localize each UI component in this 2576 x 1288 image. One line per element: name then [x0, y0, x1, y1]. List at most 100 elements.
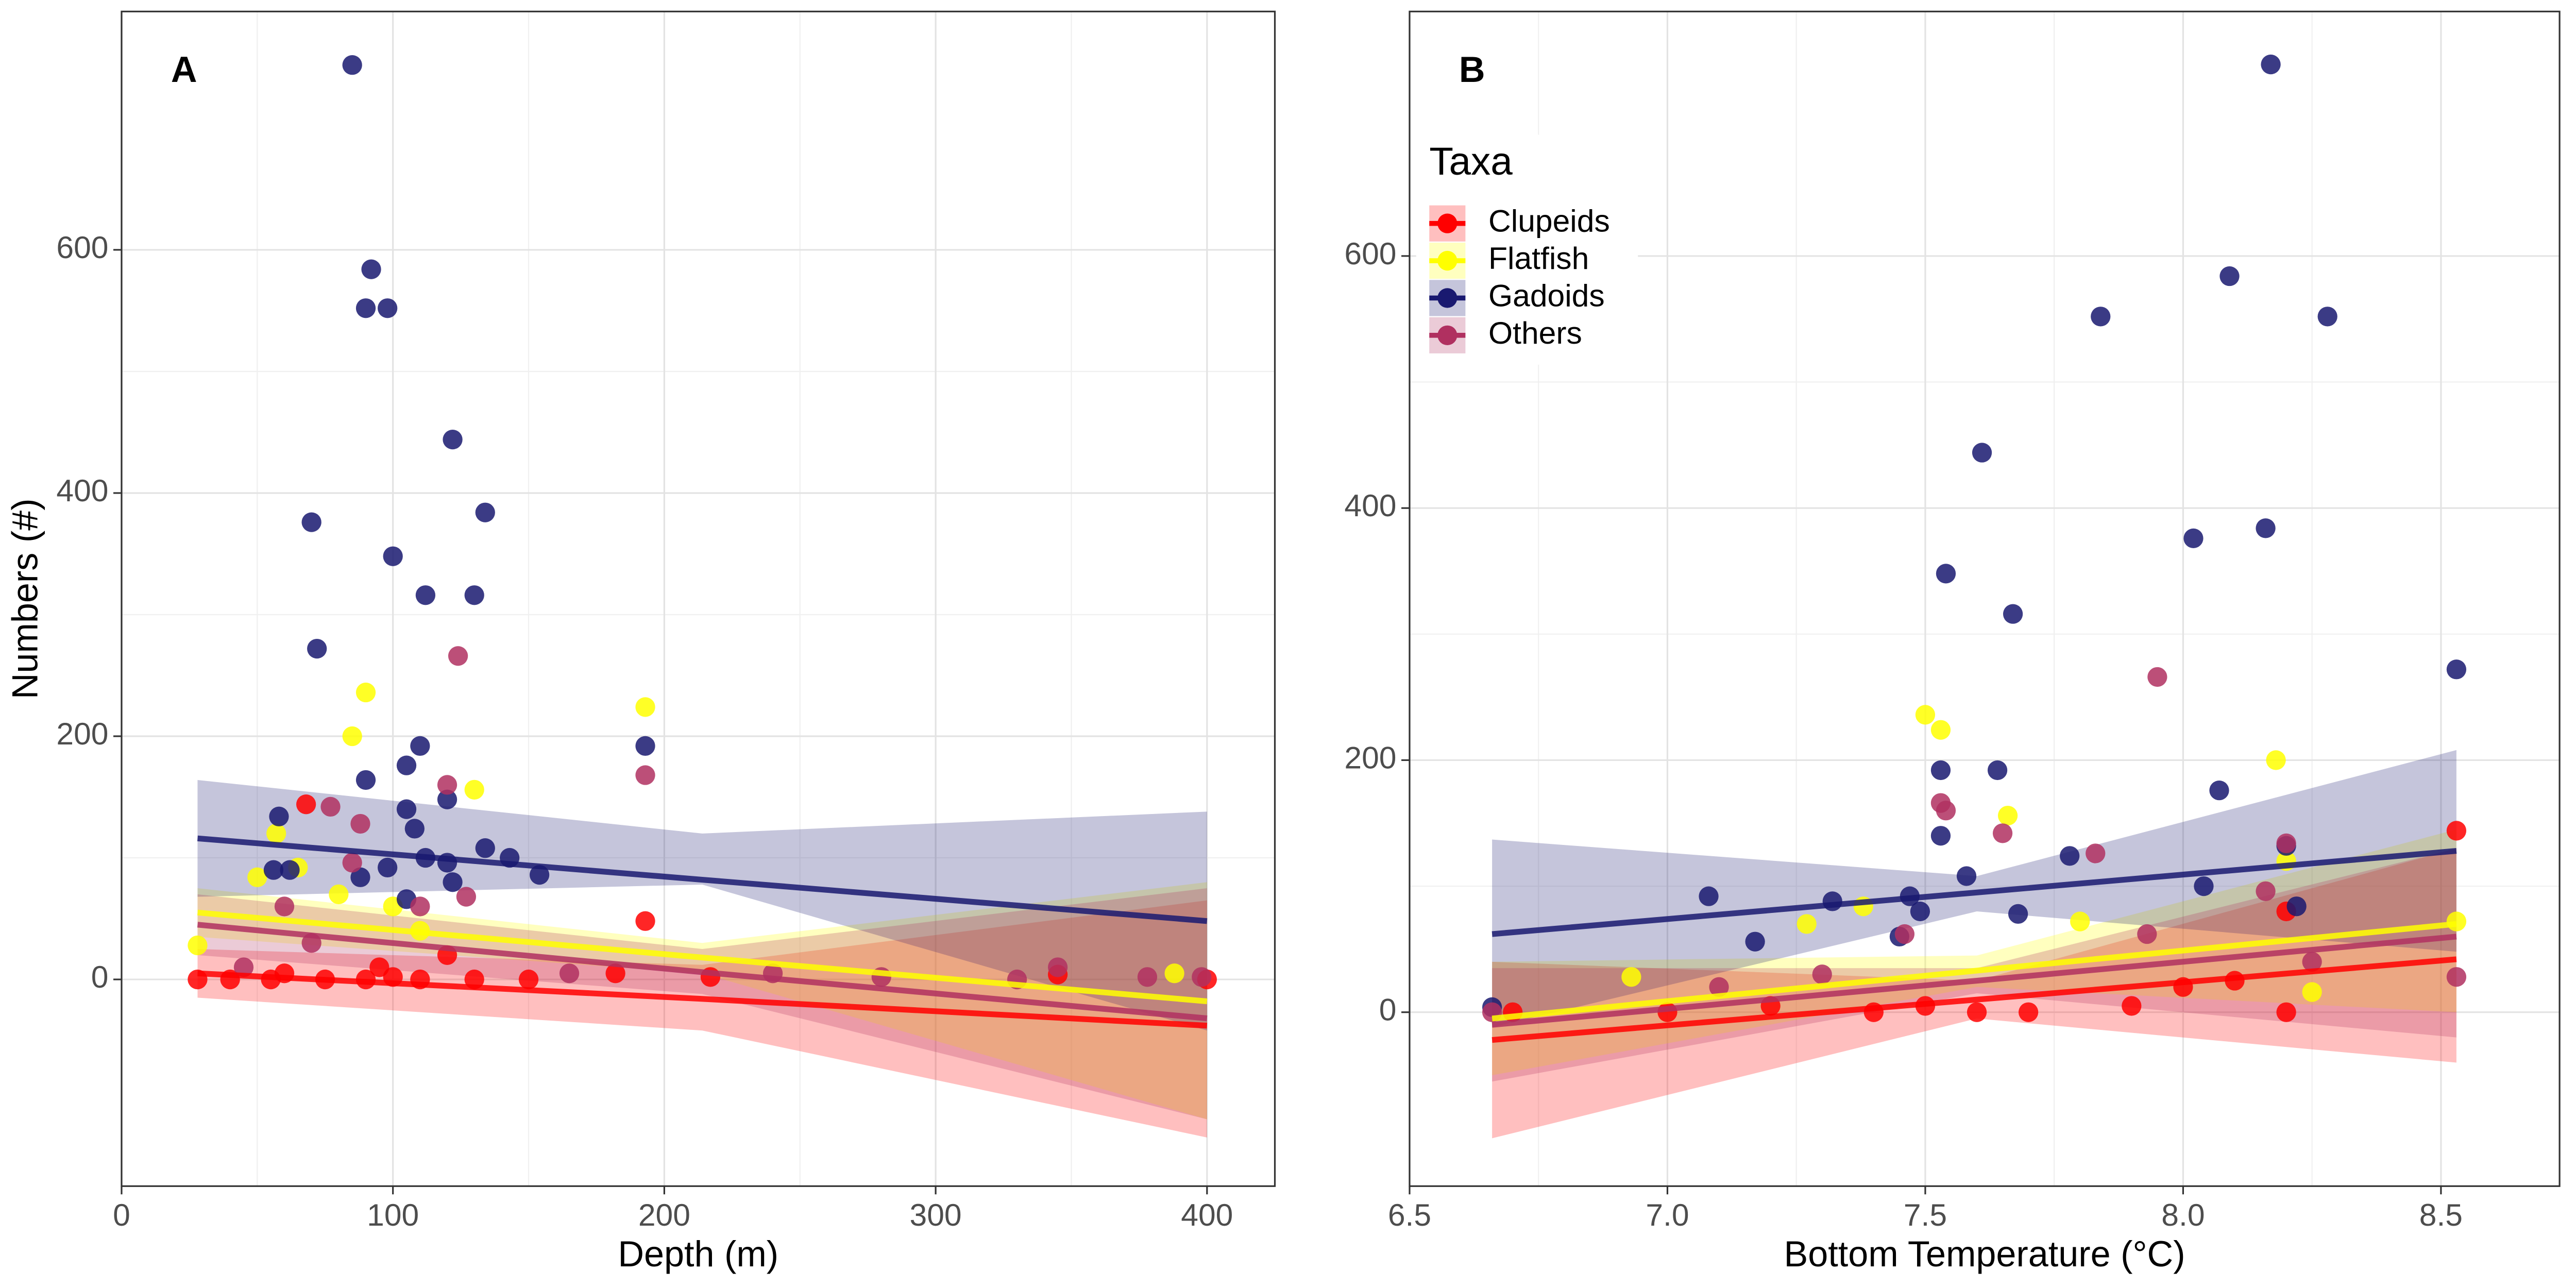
data-point — [2446, 967, 2467, 987]
data-point — [635, 697, 655, 717]
data-point — [320, 796, 341, 817]
data-point — [1699, 886, 1719, 906]
data-point — [342, 726, 362, 747]
data-point — [443, 429, 463, 450]
data-point — [1936, 564, 1956, 584]
data-point — [342, 853, 362, 873]
fit-line — [197, 970, 1208, 1029]
y-tick-label: 600 — [1344, 236, 1396, 271]
y-tick-label: 400 — [1344, 488, 1396, 523]
data-point — [247, 867, 267, 887]
data-point — [518, 969, 539, 990]
data-point — [2183, 528, 2204, 549]
data-point — [1192, 967, 1212, 987]
data-point — [2086, 843, 2106, 863]
fit-line — [1492, 848, 2457, 937]
data-point — [1930, 760, 1951, 781]
confidence-band — [1492, 750, 2456, 1028]
data-point — [378, 298, 398, 318]
legend-label: Clupeids — [1488, 204, 1610, 239]
data-point — [2091, 307, 2111, 327]
fit-line — [1492, 956, 2457, 1043]
legend-label: Others — [1488, 315, 1582, 350]
legend-key-point — [1437, 250, 1458, 271]
data-point — [410, 896, 430, 917]
legend-title: Taxa — [1429, 140, 1513, 183]
data-point — [2446, 659, 2467, 680]
data-point — [437, 789, 457, 809]
data-point — [1936, 801, 1956, 821]
data-point — [2060, 846, 2080, 866]
data-point — [1797, 914, 1817, 934]
confidence-band — [197, 882, 1207, 1120]
data-point — [396, 799, 417, 819]
data-point — [350, 814, 370, 834]
data-point — [2302, 982, 2322, 1002]
data-point — [1967, 1002, 1987, 1022]
data-point — [443, 872, 463, 892]
data-point — [301, 512, 321, 532]
data-point — [280, 860, 300, 880]
legend-key-point — [1437, 213, 1458, 233]
data-point — [2266, 750, 2286, 770]
data-point — [448, 646, 468, 666]
data-point — [1997, 805, 2018, 826]
data-point — [1621, 967, 1641, 987]
data-point — [2302, 952, 2322, 972]
data-point — [274, 896, 295, 917]
panel-label: A — [171, 49, 197, 90]
data-point — [2070, 911, 2090, 931]
data-point — [188, 935, 208, 956]
fit-line — [197, 835, 1208, 924]
legend-label: Gadoids — [1488, 278, 1605, 313]
legend-key-point — [1437, 325, 1458, 345]
data-point — [329, 884, 349, 904]
data-point — [529, 865, 550, 885]
data-point — [410, 736, 430, 756]
data-point — [269, 806, 289, 826]
x-tick-label: 100 — [367, 1197, 419, 1232]
data-point — [263, 860, 284, 880]
data-point — [2209, 781, 2229, 801]
data-point — [1992, 823, 2013, 843]
data-point — [475, 502, 495, 522]
confidence-band — [1492, 848, 2456, 1139]
data-point — [456, 887, 477, 907]
data-point — [2018, 1002, 2039, 1022]
x-tick-label: 8.0 — [2161, 1197, 2205, 1232]
data-point — [266, 823, 286, 843]
plot-border — [1409, 10, 2561, 1187]
fit-line — [197, 909, 1208, 1005]
data-point — [404, 819, 425, 839]
data-point — [1164, 963, 1184, 984]
legend-label: Flatfish — [1488, 241, 1589, 276]
data-point — [1956, 866, 1977, 886]
data-point — [1709, 977, 1729, 997]
data-point — [2137, 924, 2157, 944]
data-point — [1047, 957, 1068, 977]
legend-box — [1416, 134, 1638, 365]
confidence-band — [1492, 848, 2456, 1082]
x-axis-title: Bottom Temperature (°C) — [1784, 1233, 2185, 1274]
data-point — [2276, 833, 2296, 854]
data-point — [559, 963, 580, 984]
data-point — [1930, 720, 1951, 740]
data-point — [464, 779, 484, 800]
data-point — [2147, 667, 2167, 687]
data-point — [1972, 443, 1992, 463]
x-tick-label: 6.5 — [1388, 1197, 1431, 1232]
x-tick-label: 300 — [910, 1197, 962, 1232]
y-tick-label: 400 — [56, 473, 108, 508]
data-point — [635, 765, 655, 785]
data-point — [2261, 54, 2281, 75]
data-point — [2256, 881, 2276, 901]
data-point — [2446, 911, 2467, 931]
data-point — [437, 775, 457, 795]
data-point — [475, 838, 495, 858]
data-point — [396, 755, 417, 775]
data-point — [2446, 821, 2467, 841]
data-point — [2317, 307, 2337, 327]
x-tick-label: 400 — [1181, 1197, 1233, 1232]
